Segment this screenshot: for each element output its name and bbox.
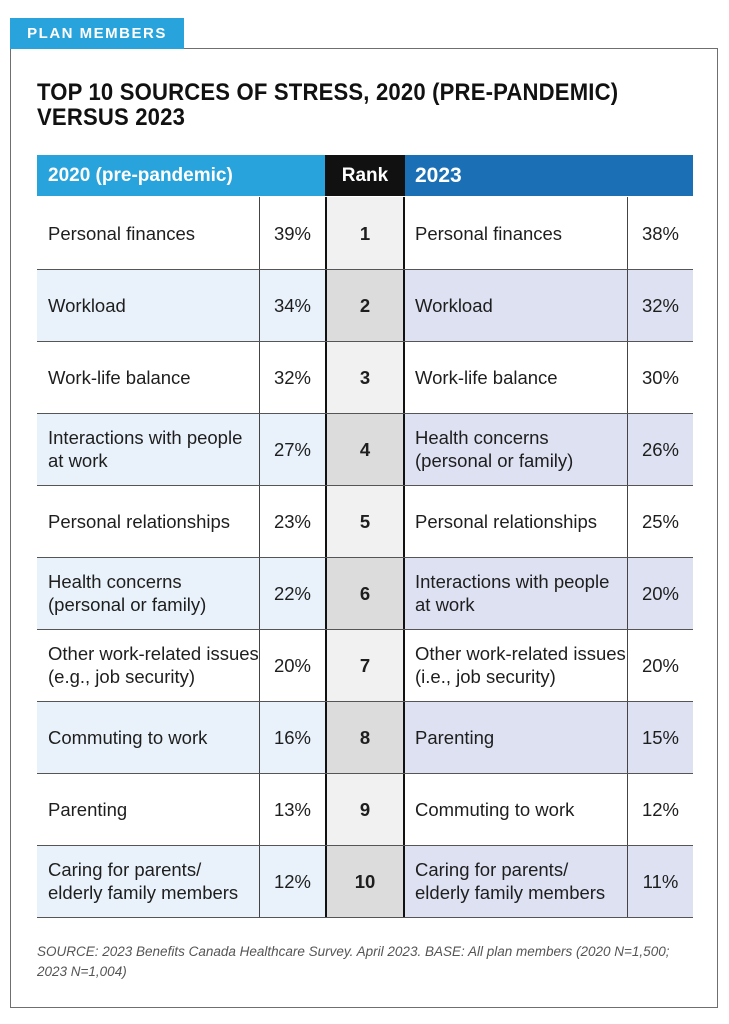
table-row: Interactions with people at work 27% 4 H… [37, 413, 693, 486]
page-title: TOP 10 SOURCES OF STRESS, 2020 (PRE-PAND… [37, 79, 619, 131]
percent-2020: 22% [259, 557, 325, 629]
row-divider [37, 773, 693, 774]
label-2020: Work-life balance [37, 341, 259, 413]
row-divider [37, 413, 693, 414]
table-row: Workload 34% 2 Workload 32% [37, 269, 693, 342]
rank-number: 9 [325, 773, 405, 845]
row-divider [37, 701, 693, 702]
label-2023: Personal finances [405, 197, 627, 269]
percent-2020: 39% [259, 197, 325, 269]
percent-2020: 12% [259, 845, 325, 917]
label-2023: Personal relationships [405, 485, 627, 557]
percent-2020: 34% [259, 269, 325, 341]
label-2023: Commuting to work [405, 773, 627, 845]
table-row: Personal finances 39% 1 Personal finance… [37, 197, 693, 270]
percent-2020: 20% [259, 629, 325, 701]
table-row: Personal relationships 23% 5 Personal re… [37, 485, 693, 558]
rank-number: 4 [325, 413, 405, 485]
rank-number: 10 [325, 845, 405, 917]
percent-2020: 23% [259, 485, 325, 557]
rank-number: 2 [325, 269, 405, 341]
label-2020: Caring for parents/ elderly family membe… [37, 845, 259, 917]
percent-2023: 32% [627, 269, 693, 341]
label-2020: Interactions with people at work [37, 413, 259, 485]
rank-number: 6 [325, 557, 405, 629]
percent-2020: 27% [259, 413, 325, 485]
header-2023: 2023 [405, 155, 693, 196]
label-2023: Interactions with people at work [405, 557, 627, 629]
table-row: Caring for parents/ elderly family membe… [37, 845, 693, 918]
table-row: Commuting to work 16% 8 Parenting 15% [37, 701, 693, 774]
percent-2023: 25% [627, 485, 693, 557]
rank-number: 8 [325, 701, 405, 773]
label-2023: Caring for parents/ elderly family membe… [405, 845, 627, 917]
label-2020: Workload [37, 269, 259, 341]
percent-2023: 20% [627, 557, 693, 629]
source-note: SOURCE: 2023 Benefits Canada Healthcare … [37, 944, 670, 979]
row-divider [37, 341, 693, 342]
percent-2023: 15% [627, 701, 693, 773]
percent-2020: 16% [259, 701, 325, 773]
table-row: Parenting 13% 9 Commuting to work 12% [37, 773, 693, 846]
table-row: Work-life balance 32% 3 Work-life balanc… [37, 341, 693, 414]
rank-number: 5 [325, 485, 405, 557]
rank-number: 7 [325, 629, 405, 701]
content-frame [10, 48, 718, 1008]
row-divider [37, 629, 693, 630]
label-2020: Personal finances [37, 197, 259, 269]
rank-number: 1 [325, 197, 405, 269]
label-2023: Work-life balance [405, 341, 627, 413]
label-2023: Health concerns (personal or family) [405, 413, 627, 485]
table-row: Other work-related issues (e.g., job sec… [37, 629, 693, 702]
percent-2023: 30% [627, 341, 693, 413]
row-divider [37, 269, 693, 270]
section-tag: PLAN MEMBERS [10, 18, 184, 49]
rank-number: 3 [325, 341, 405, 413]
label-2023: Workload [405, 269, 627, 341]
percent-2023: 12% [627, 773, 693, 845]
label-2020: Other work-related issues (e.g., job sec… [37, 629, 259, 701]
percent-2020: 13% [259, 773, 325, 845]
table-row: Health concerns (personal or family) 22%… [37, 557, 693, 630]
label-2023: Other work-related issues (i.e., job sec… [405, 629, 627, 701]
label-2020: Health concerns (personal or family) [37, 557, 259, 629]
percent-2020: 32% [259, 341, 325, 413]
percent-2023: 38% [627, 197, 693, 269]
header-2020: 2020 (pre-pandemic) [37, 155, 325, 196]
label-2020: Commuting to work [37, 701, 259, 773]
percent-2023: 11% [627, 845, 693, 917]
label-2023: Parenting [405, 701, 627, 773]
row-divider [37, 485, 693, 486]
percent-2023: 20% [627, 629, 693, 701]
header-rank: Rank [325, 155, 405, 196]
label-2020: Personal relationships [37, 485, 259, 557]
row-divider [37, 917, 693, 918]
label-2020: Parenting [37, 773, 259, 845]
percent-2023: 26% [627, 413, 693, 485]
row-divider [37, 845, 693, 846]
row-divider [37, 557, 693, 558]
